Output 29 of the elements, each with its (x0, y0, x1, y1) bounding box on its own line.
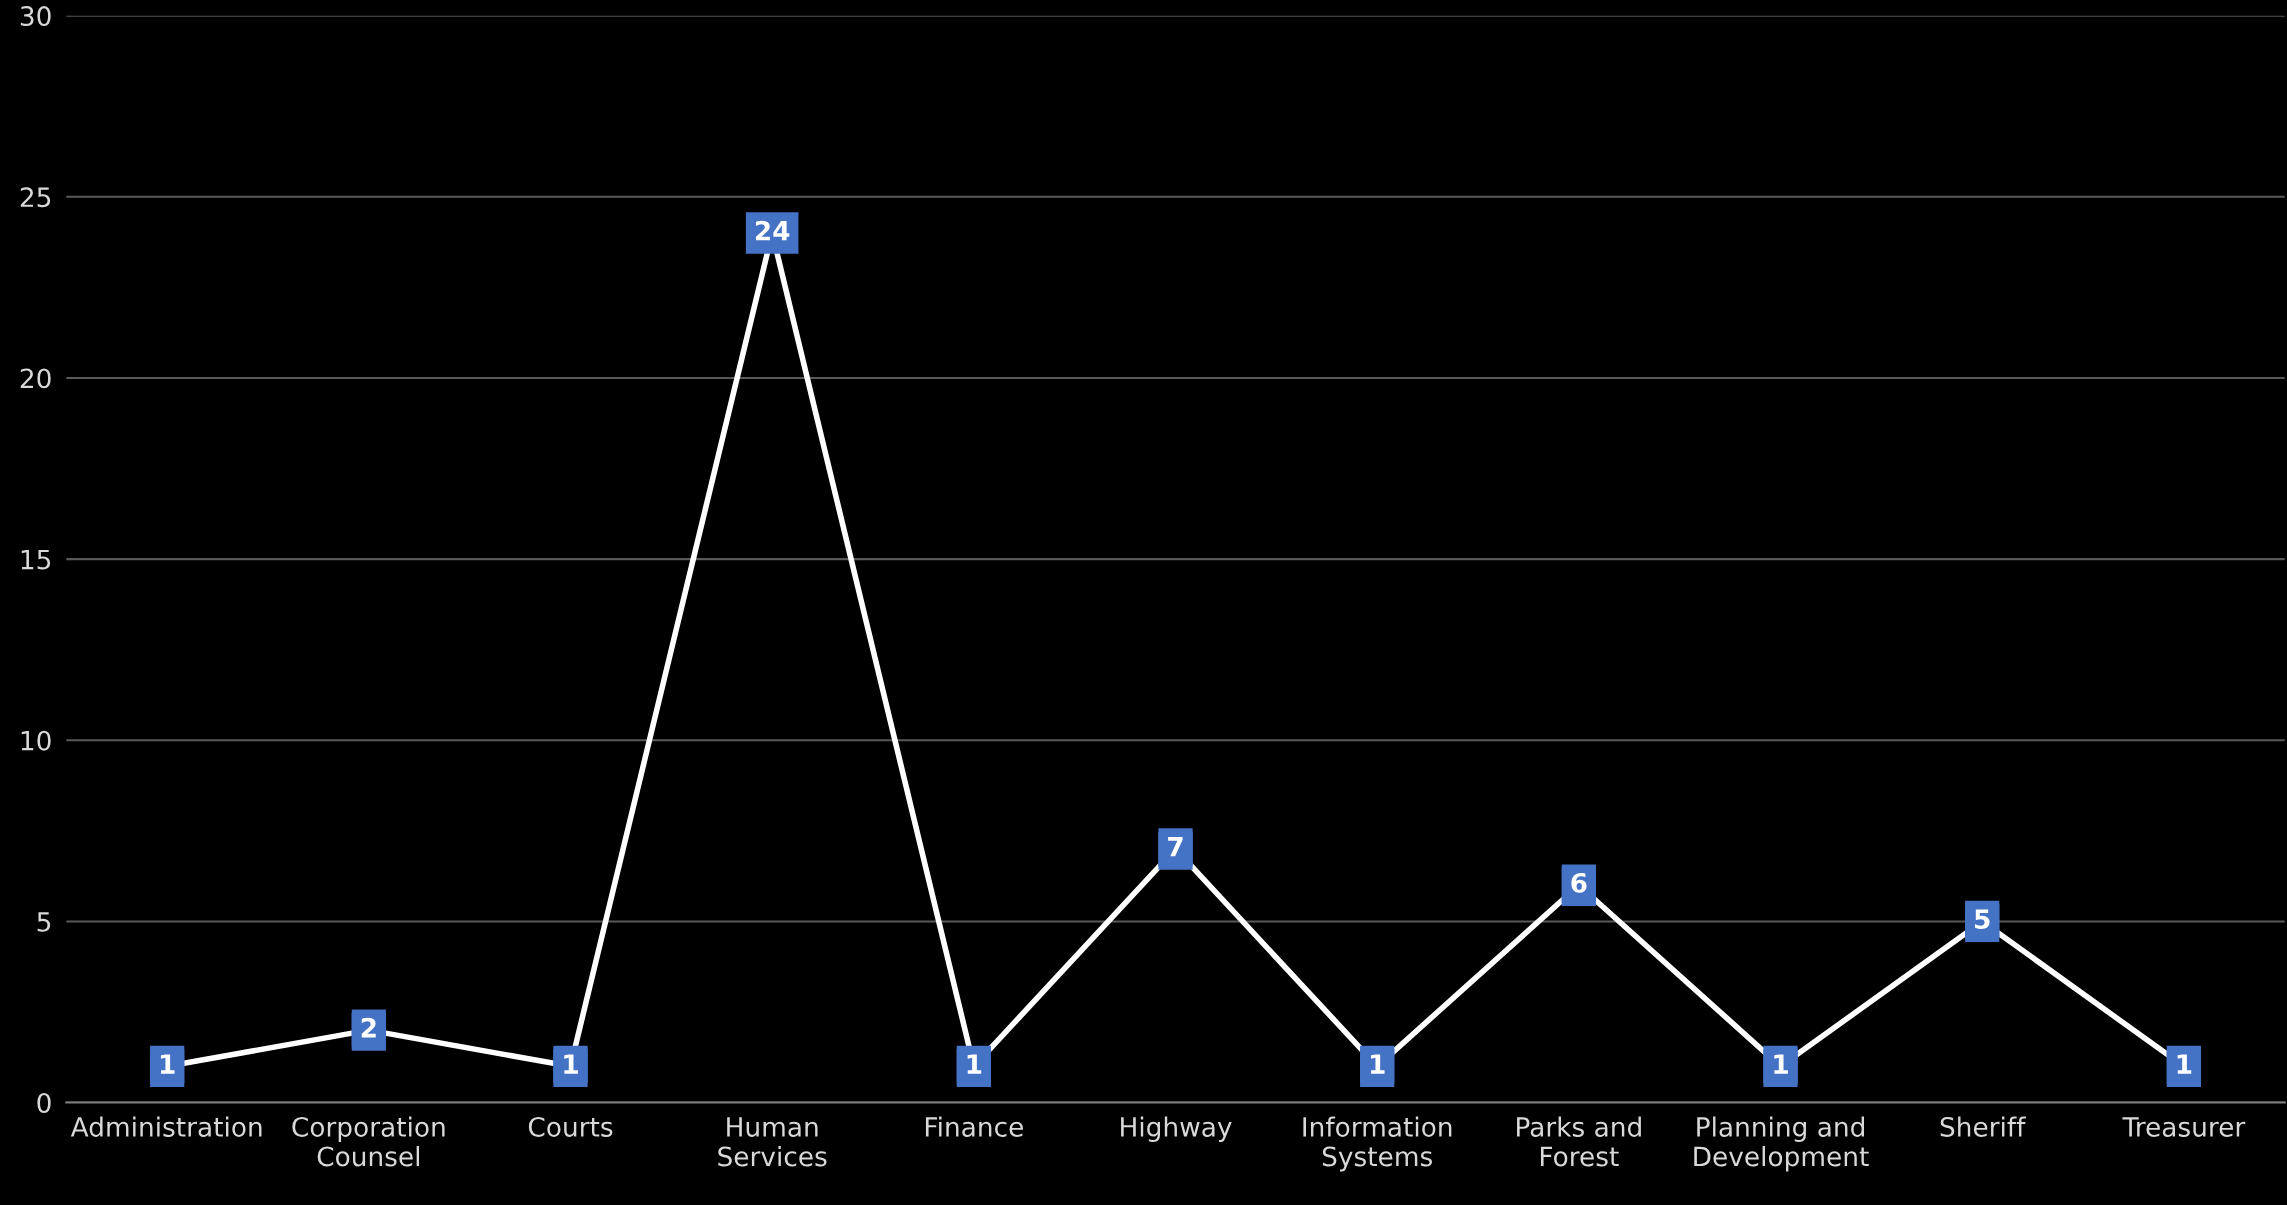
x-tick-label: Treasurer (2122, 1117, 2246, 1137)
y-tick-label: 20 (20, 368, 51, 389)
y-tick-label: 0 (37, 1093, 51, 1113)
x-tick-label: Sheriff (1940, 1116, 2026, 1137)
data-label: 5 (1975, 909, 1990, 930)
data-label: 2 (361, 1017, 376, 1038)
x-tick-label: Highway (1121, 1116, 1232, 1142)
data-label: 1 (1774, 1054, 1788, 1074)
y-tick-label: 15 (21, 549, 51, 570)
data-label: 6 (1571, 872, 1587, 893)
data-label: 1 (967, 1054, 982, 1074)
data-label: 24 (755, 220, 790, 241)
y-tick-label: 30 (20, 6, 51, 27)
x-tick-label: Planning and Development (1694, 1116, 1869, 1172)
x-tick-label: Corporation Counsel (292, 1116, 445, 1167)
x-tick-label: Parks and Forest (1517, 1116, 1641, 1167)
data-label: 1 (2177, 1054, 2192, 1074)
data-label: 1 (160, 1054, 175, 1074)
x-tick-label: Information Systems (1303, 1116, 1452, 1172)
x-tick-label: Human Services (718, 1117, 827, 1167)
data-label: 7 (1168, 837, 1183, 857)
y-tick-label: 25 (20, 187, 51, 208)
data-label: 1 (1370, 1054, 1385, 1074)
x-tick-label: Administration (70, 1116, 262, 1137)
y-tick-label: 10 (21, 730, 51, 751)
y-tick-label: 5 (37, 912, 51, 932)
x-tick-label: Finance (925, 1116, 1023, 1137)
x-tick-label: Courts (528, 1116, 613, 1137)
data-label: 1 (564, 1054, 578, 1074)
